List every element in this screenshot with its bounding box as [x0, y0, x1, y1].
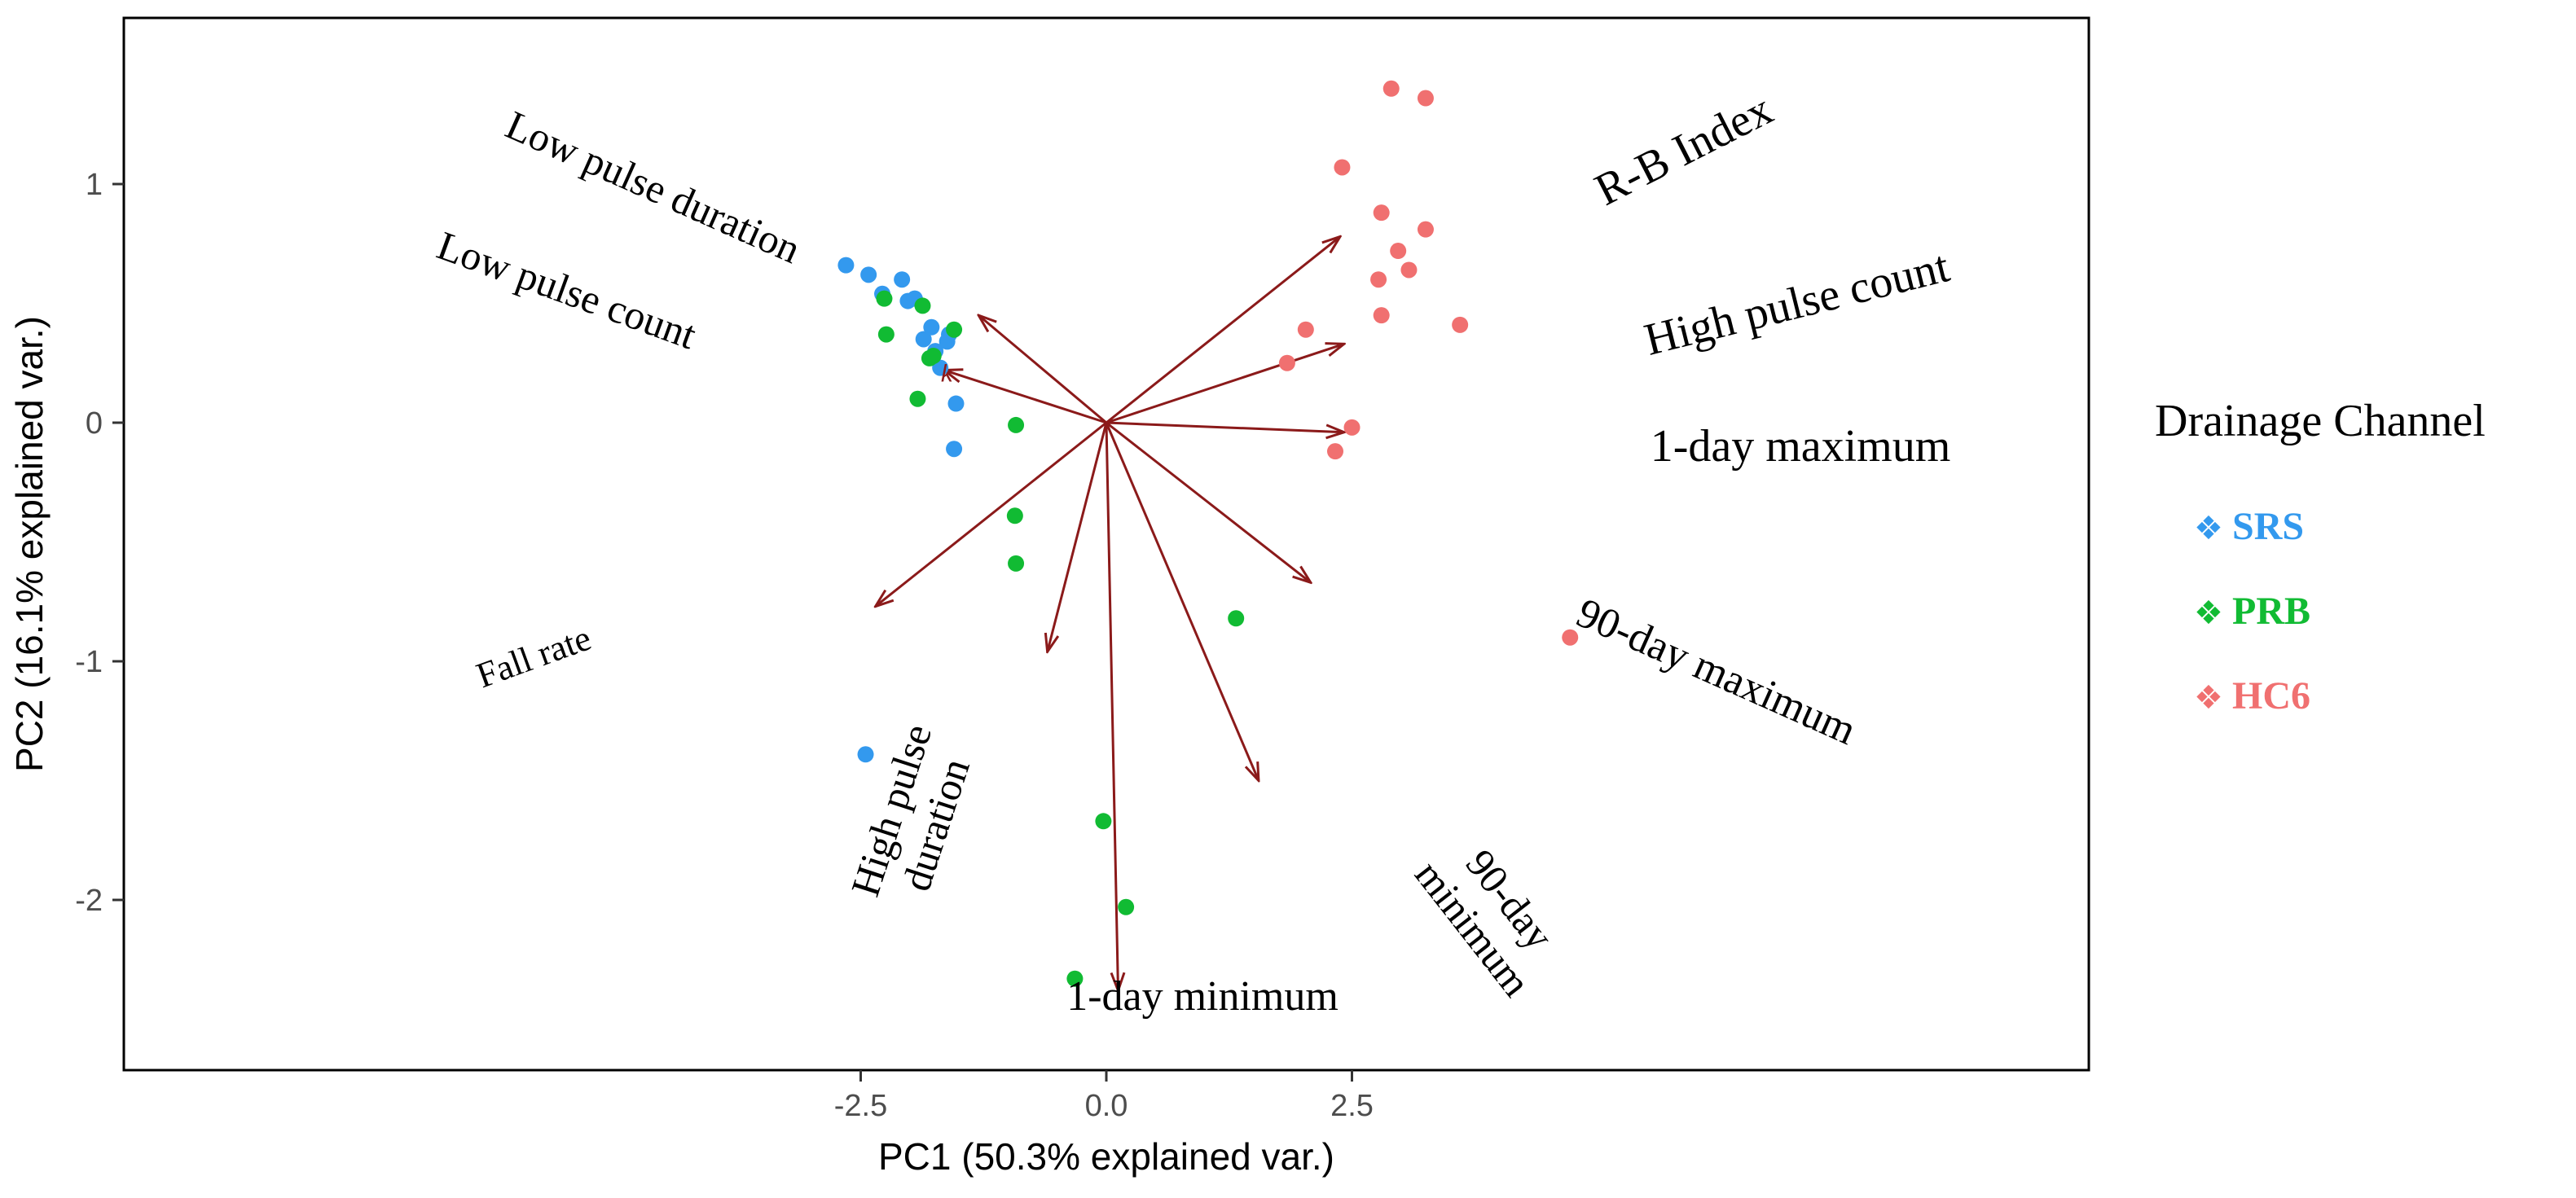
point-hc6: [1326, 443, 1343, 460]
point-srs: [923, 318, 940, 336]
point-srs: [932, 359, 949, 376]
point-srs: [857, 746, 874, 763]
x-tick-label: 2.5: [1330, 1089, 1374, 1123]
y-tick-label: -2: [75, 884, 103, 918]
point-hc6: [1400, 261, 1418, 279]
legend-entry-srs: SRS: [2232, 505, 2304, 548]
legend-marker-icon: ❖: [2194, 679, 2223, 717]
point-prb: [1118, 898, 1135, 915]
x-axis-title: PC1 (50.3% explained var.): [878, 1135, 1334, 1178]
point-prb: [1066, 970, 1084, 987]
legend-entry-prb: PRB: [2232, 590, 2310, 633]
point-hc6: [1278, 354, 1295, 371]
point-prb: [1228, 610, 1245, 627]
point-srs: [837, 257, 855, 274]
y-axis-title: PC2 (16.1% explained var.): [8, 316, 51, 772]
point-hc6: [1452, 316, 1469, 333]
loading-arrow-90-day-minimum: [1105, 422, 1259, 781]
point-prb: [1008, 555, 1025, 572]
score-points: [837, 80, 1579, 987]
y-axis: -2 -1 0 1: [75, 168, 124, 918]
loading-arrow-1-day-maximum: [1106, 421, 1344, 432]
point-prb: [1006, 507, 1023, 524]
point-hc6: [1383, 80, 1400, 97]
point-hc6: [1370, 271, 1387, 288]
loading-arrow-fall-rate: [876, 421, 1107, 607]
point-srs: [947, 395, 965, 412]
point-hc6: [1343, 419, 1361, 436]
loading-arrows: [876, 236, 1344, 990]
loading-arrow-high-pulse-count: [1106, 344, 1344, 424]
point-prb: [946, 321, 963, 338]
point-hc6: [1373, 307, 1390, 324]
loading-arrow-high-pulse-duration: [1048, 422, 1108, 652]
point-srs: [894, 271, 911, 288]
point-hc6: [1373, 204, 1390, 222]
point-prb: [914, 297, 931, 314]
point-prb: [876, 290, 893, 307]
point-prb: [909, 390, 926, 407]
point-prb: [877, 326, 895, 343]
point-prb: [1008, 416, 1025, 433]
loading-arrow-low-pulse-duration: [978, 315, 1107, 424]
point-hc6: [1297, 321, 1314, 338]
loading-arrow-r-b-index: [1106, 236, 1340, 424]
loading-label-1-day-maximum: 1-day maximum: [1651, 421, 1951, 472]
legend-marker-icon: ❖: [2194, 510, 2223, 547]
x-tick-label: 0.0: [1085, 1089, 1128, 1123]
point-srs: [946, 441, 963, 458]
x-axis: -2.5 0.0 2.5: [834, 1070, 1374, 1123]
point-prb: [925, 347, 942, 364]
loading-arrow-1-day-minimum: [1105, 422, 1118, 990]
point-hc6: [1417, 221, 1434, 238]
point-hc6: [1417, 90, 1434, 107]
legend-marker-icon: ❖: [2194, 595, 2223, 632]
y-tick-label: -1: [75, 645, 103, 679]
y-tick-label: 1: [86, 168, 103, 202]
legend-title: Drainage Channel: [2155, 396, 2486, 446]
loading-label-1-day-minimum: 1-day minimum: [1066, 973, 1339, 1020]
plot-panel: [122, 16, 2090, 1072]
loading-marker-letter: k: [941, 361, 955, 388]
loading-arrow-low-pulse-count: [944, 371, 1107, 424]
point-srs: [915, 331, 932, 348]
legend: Drainage Channel ❖ SRS❖ PRB❖ HC6: [2155, 396, 2486, 717]
y-tick-label: 0: [86, 406, 103, 441]
loading-arrow-90-day-maximum: [1106, 421, 1311, 582]
point-hc6: [1334, 159, 1351, 176]
point-hc6: [1562, 629, 1579, 646]
point-prb: [1095, 813, 1112, 830]
point-hc6: [1390, 243, 1407, 260]
legend-entry-hc6: HC6: [2232, 674, 2310, 717]
point-srs: [860, 266, 877, 283]
x-tick-label: -2.5: [834, 1089, 887, 1123]
